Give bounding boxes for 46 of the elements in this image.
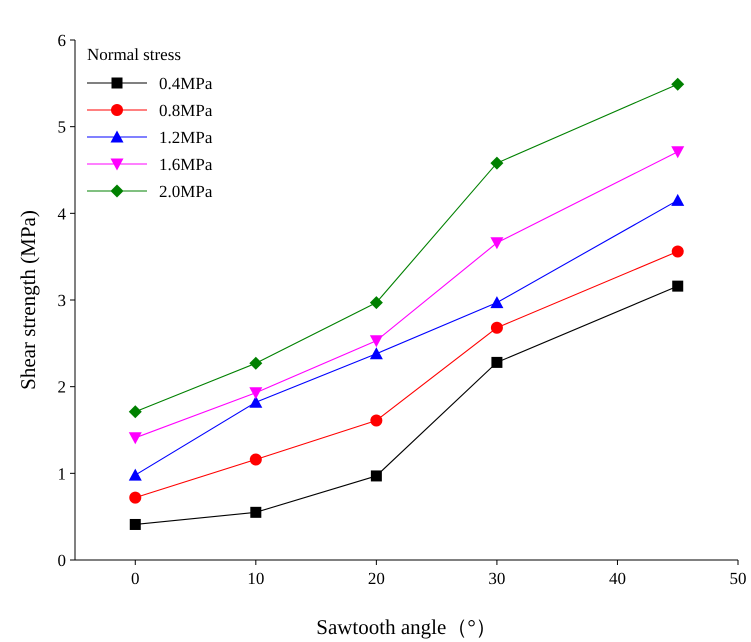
point — [490, 237, 504, 250]
point — [130, 518, 141, 530]
legend-label: 1.2MPa — [159, 128, 213, 147]
y-tick-label: 5 — [58, 118, 66, 137]
legend-label: 1.6MPa — [159, 155, 213, 174]
x-tick-label: 0 — [131, 569, 140, 588]
point — [671, 146, 684, 158]
point — [672, 280, 684, 292]
y-tick-label: 2 — [58, 378, 66, 397]
point — [490, 322, 503, 334]
point — [672, 245, 684, 258]
x-tick-label: 10 — [247, 569, 264, 588]
point — [490, 296, 504, 308]
legend-title: Normal stress — [87, 45, 181, 64]
legend-label: 2.0MPa — [159, 182, 213, 201]
point — [128, 432, 142, 444]
point — [250, 506, 262, 518]
x-tick-label: 40 — [608, 569, 626, 588]
y-tick-label: 3 — [58, 291, 66, 310]
point — [249, 387, 262, 400]
point — [491, 356, 502, 368]
point — [671, 78, 684, 91]
y-tick-label: 0 — [58, 551, 66, 570]
x-tick-label: 20 — [368, 569, 385, 588]
point — [370, 347, 383, 360]
point — [370, 335, 383, 348]
x-tick-label: 30 — [488, 569, 506, 588]
point — [128, 405, 142, 418]
y-axis-title: Shear strength (MPa) — [16, 210, 40, 390]
y-tick-label: 4 — [58, 204, 66, 224]
point — [128, 468, 142, 481]
y-tick-label: 1 — [58, 464, 66, 484]
point — [370, 414, 382, 426]
x-tick-label: 50 — [730, 569, 746, 588]
point — [250, 453, 262, 466]
y-tick-label: 6 — [58, 31, 66, 50]
point — [249, 396, 262, 408]
point — [671, 194, 684, 206]
legend-label: 0.4MPa — [159, 74, 213, 93]
x-axis-title: Sawtooth angle（°） — [316, 615, 497, 639]
point — [370, 470, 382, 482]
point — [249, 356, 262, 370]
point — [129, 492, 142, 504]
point — [370, 296, 383, 310]
point — [490, 156, 504, 170]
legend-label: 0.8MPa — [159, 101, 213, 120]
